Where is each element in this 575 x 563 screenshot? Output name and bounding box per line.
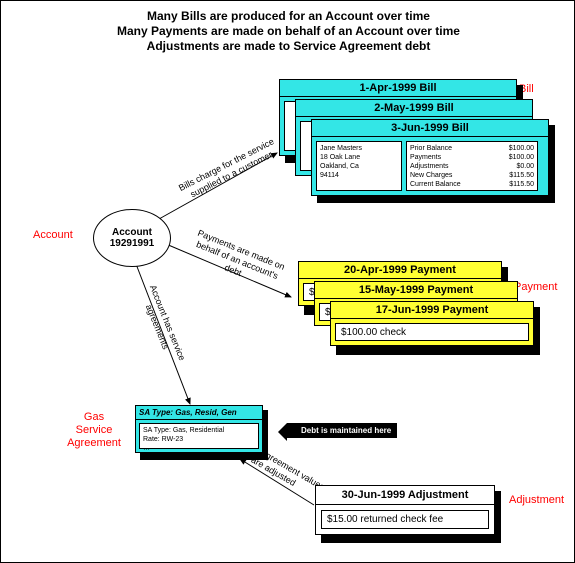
sa-head: SA Type: Gas, Resid, Gen (136, 406, 262, 420)
account-name: Account (94, 227, 170, 238)
label-adjustment: Adjustment (509, 494, 564, 506)
adjustment-card: 30-Jun-1999 Adjustment $15.00 returned c… (315, 485, 495, 535)
bill-3-amounts: Prior Balance$100.00 Payments$100.00 Adj… (406, 141, 538, 191)
adjustment-title: 30-Jun-1999 Adjustment (316, 486, 494, 505)
bill-card-3: 3-Jun-1999 Bill Jane Masters 18 Oak Lane… (311, 119, 549, 196)
payment-body-3: $100.00 check (335, 323, 529, 341)
label-gas-sa: Gas Service Agreement (59, 411, 129, 450)
bill-title-3: 3-Jun-1999 Bill (312, 120, 548, 137)
label-account: Account (33, 229, 73, 241)
payment-card-3: 17-Jun-1999 Payment $100.00 check (330, 301, 534, 346)
bill-title-1: 1-Apr-1999 Bill (280, 80, 516, 97)
account-number: 19291991 (94, 238, 170, 249)
sa-card: SA Type: Gas, Resid, Gen SA Type: Gas, R… (135, 405, 263, 453)
bill-3-body: Jane Masters 18 Oak Lane Oakland, Ca 941… (312, 137, 548, 195)
bill-title-2: 2-May-1999 Bill (296, 100, 532, 117)
payment-title-2: 15-May-1999 Payment (315, 282, 517, 299)
adjustment-body: $15.00 returned check fee (321, 510, 489, 529)
payment-title-1: 20-Apr-1999 Payment (299, 262, 501, 279)
bill-3-address: Jane Masters 18 Oak Lane Oakland, Ca 941… (316, 141, 402, 191)
account-node: Account 19291991 (93, 209, 171, 267)
debt-maintained-tag: Debt is maintained here (287, 423, 397, 438)
payment-title-3: 17-Jun-1999 Payment (331, 302, 533, 319)
label-payment: Payment (514, 281, 557, 293)
diagram-stage: Many Bills are produced for an Account o… (0, 0, 575, 563)
sa-body: SA Type: Gas, Residential Rate: RW-23 … (139, 423, 259, 449)
